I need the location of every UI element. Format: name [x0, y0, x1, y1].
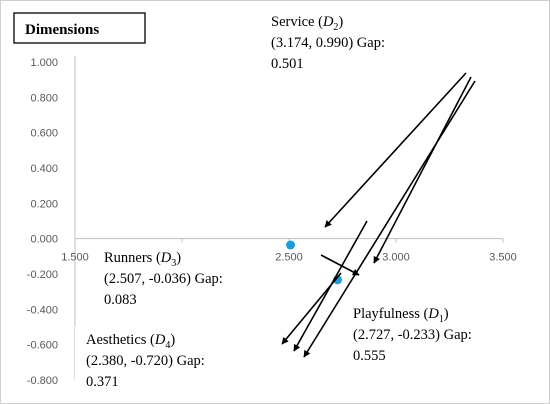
- chart-title: Dimensions: [25, 22, 99, 38]
- annotation-service: Service (D2) (3.174, 0.990) Gap: 0.501: [261, 7, 401, 103]
- annotation-runners: Runners (D3) (2.507, -0.036) Gap: 0.083: [93, 243, 275, 308]
- annotation-coords: (2.727, -0.233) Gap:: [353, 327, 472, 343]
- y-tick-label: 0.600: [30, 128, 58, 140]
- y-tick-label: -0.800: [27, 375, 58, 387]
- annotation-background: [344, 299, 522, 363]
- callout-arrow: [324, 72, 467, 228]
- annotation-coords: (2.380, -0.720) Gap:: [86, 353, 205, 369]
- y-tick-label: 0.800: [30, 92, 58, 104]
- callout-arrow: [320, 254, 360, 276]
- annotation-playfulness: Playfulness (D1) (2.727, -0.233) Gap: 0.55…: [344, 299, 522, 364]
- annotation-background: [261, 7, 401, 103]
- x-tick-label: 1.500: [61, 252, 89, 264]
- annotation-title: Playfulness (D1): [353, 306, 449, 325]
- y-tick-label: 0.000: [30, 234, 58, 246]
- annotation-gap: 0.501: [271, 56, 304, 72]
- annotation-coords: (3.174, 0.990) Gap:: [271, 35, 385, 51]
- callout-arrow: [373, 76, 472, 264]
- y-tick-label: 0.200: [30, 198, 58, 210]
- annotation-gap: 0.083: [104, 292, 137, 308]
- annotation-title: Runners (D3): [104, 250, 181, 269]
- data-point: [285, 240, 295, 250]
- annotation-background: [75, 326, 275, 390]
- chart-title-box: [13, 12, 146, 44]
- annotation-gap: 0.555: [353, 348, 386, 364]
- y-tick-label: 0.400: [30, 163, 58, 175]
- annotation-coords: (2.507, -0.036) Gap:: [104, 271, 223, 287]
- y-tick-label: -0.600: [27, 340, 58, 352]
- annotation-background: [93, 243, 275, 307]
- annotation-aesthetics: Aesthetics (D4) (2.380, -0.720) Gap: 0.371: [75, 326, 275, 390]
- x-tick-label: 3.000: [382, 252, 410, 264]
- annotation-title: Aesthetics (D4): [86, 332, 175, 351]
- x-tick-label: 3.500: [489, 252, 517, 264]
- annotation-title: Service (D2): [271, 14, 343, 33]
- y-tick-label: 1.000: [30, 57, 58, 69]
- x-tick-label: 2.500: [275, 252, 303, 264]
- annotation-gap: 0.371: [86, 374, 119, 390]
- y-tick-label: -0.200: [27, 269, 58, 281]
- callout-arrow: [281, 272, 342, 345]
- y-tick-label: -0.400: [27, 304, 58, 316]
- callout-arrow: [303, 80, 476, 358]
